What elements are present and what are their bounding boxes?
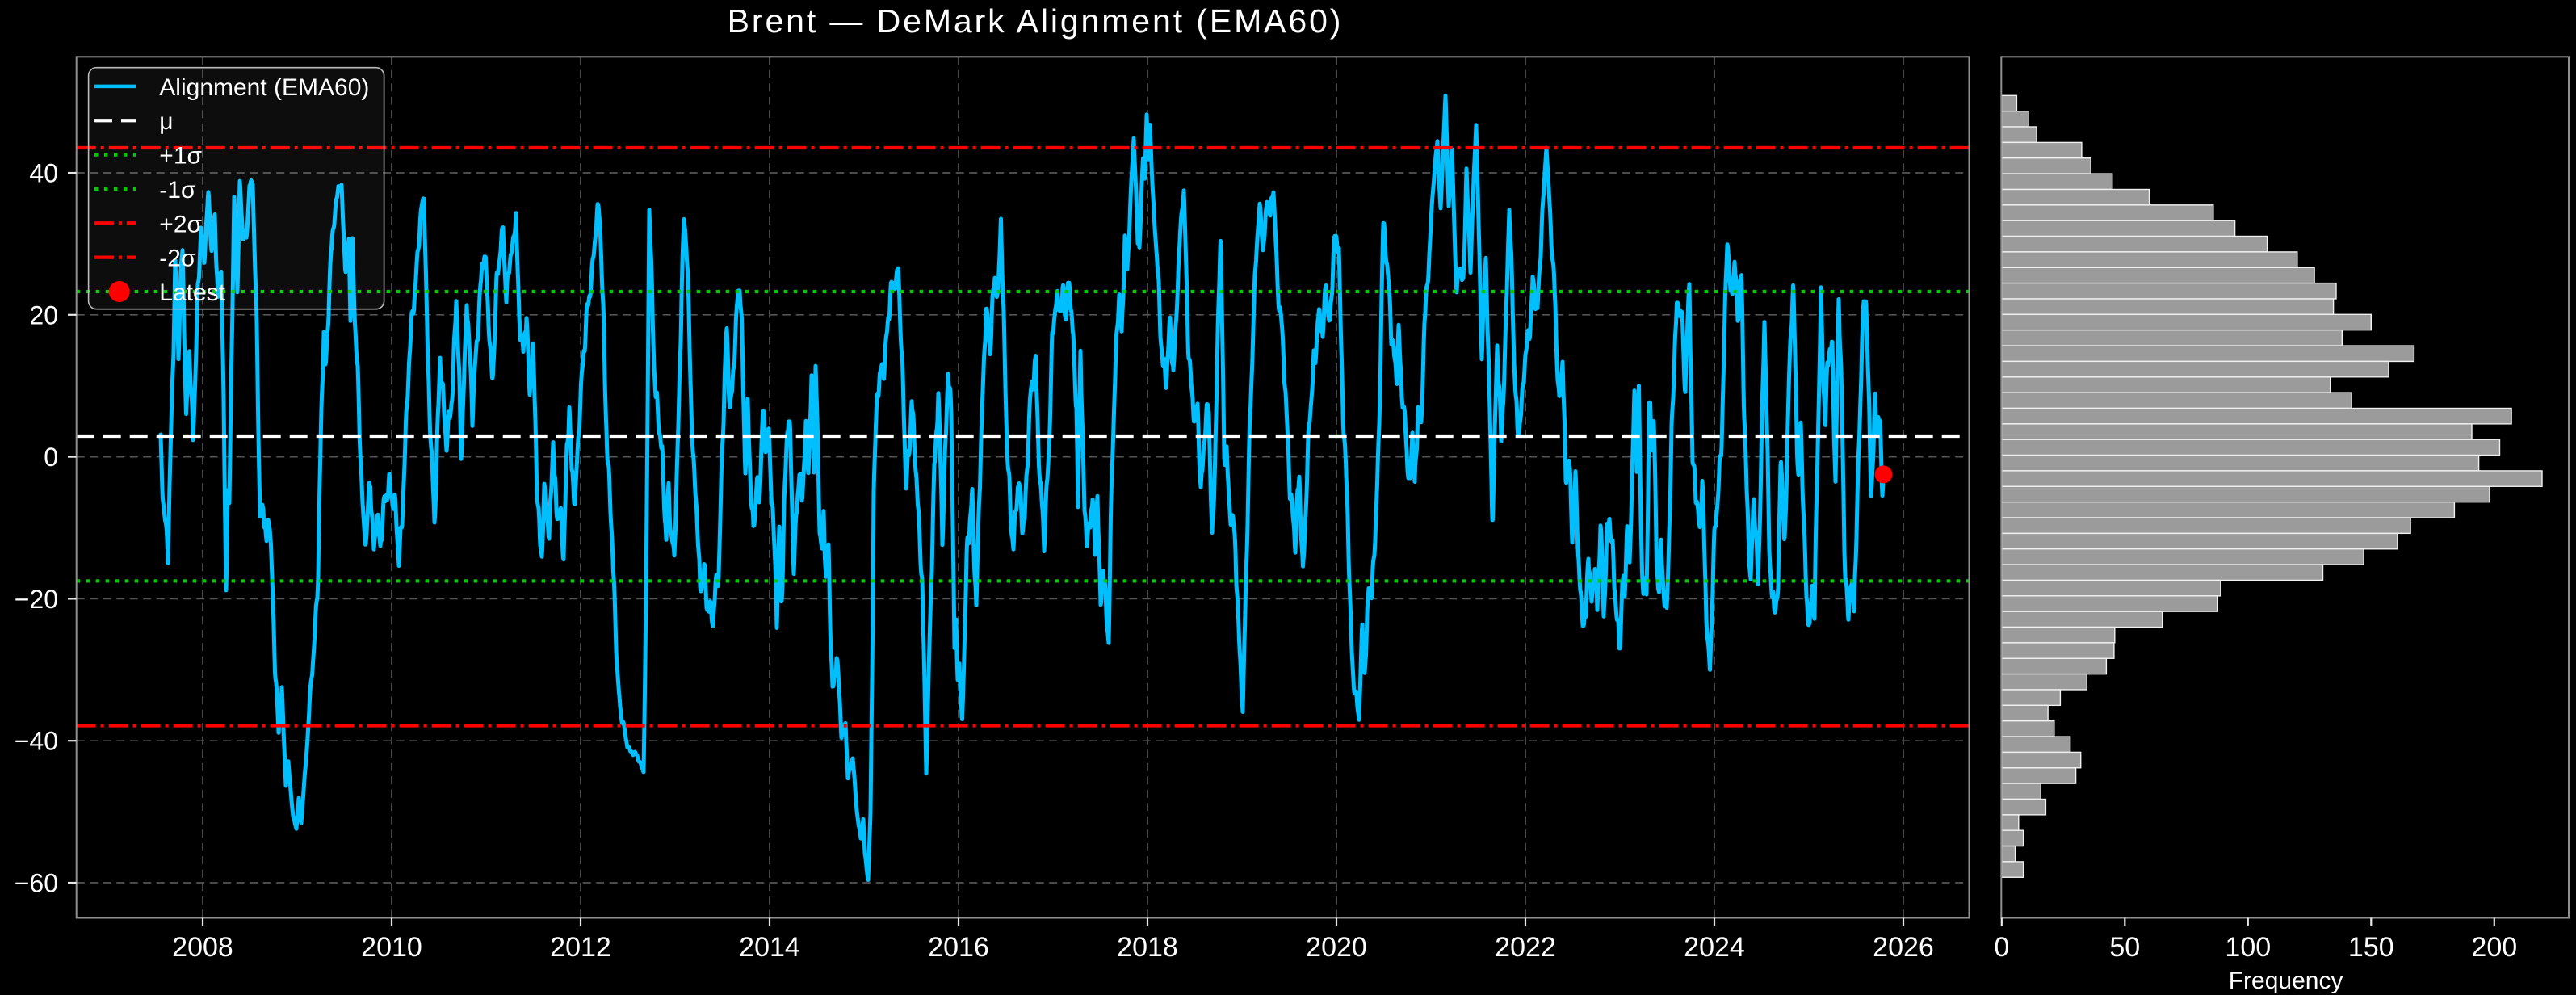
- svg-text:-1σ: -1σ: [159, 177, 196, 204]
- svg-text:Frequency: Frequency: [2229, 968, 2343, 994]
- svg-text:40: 40: [29, 159, 58, 188]
- svg-text:0: 0: [44, 443, 58, 472]
- svg-text:2014: 2014: [739, 932, 800, 963]
- svg-text:+1σ: +1σ: [159, 143, 202, 170]
- svg-text:150: 150: [2348, 932, 2394, 963]
- svg-text:2026: 2026: [1873, 932, 1934, 963]
- svg-text:2022: 2022: [1495, 932, 1556, 963]
- svg-text:0: 0: [1994, 932, 2009, 963]
- svg-text:Latest: Latest: [159, 279, 225, 306]
- svg-text:2012: 2012: [550, 932, 611, 963]
- svg-text:200: 200: [2471, 932, 2517, 963]
- svg-text:50: 50: [2109, 932, 2140, 963]
- svg-text:2018: 2018: [1117, 932, 1178, 963]
- svg-text:20: 20: [29, 300, 58, 330]
- svg-text:2020: 2020: [1306, 932, 1367, 963]
- svg-text:−40: −40: [15, 727, 58, 756]
- svg-text:Alignment (EMA60): Alignment (EMA60): [159, 74, 369, 101]
- svg-text:-2σ: -2σ: [159, 246, 196, 272]
- svg-text:μ: μ: [159, 108, 173, 135]
- svg-text:100: 100: [2225, 932, 2271, 963]
- svg-text:2016: 2016: [928, 932, 989, 963]
- svg-text:−20: −20: [15, 585, 58, 614]
- svg-text:2008: 2008: [172, 932, 233, 963]
- svg-text:2024: 2024: [1684, 932, 1745, 963]
- svg-text:Brent — DeMark Alignment (EMA6: Brent — DeMark Alignment (EMA60): [728, 2, 1344, 40]
- svg-text:2010: 2010: [361, 932, 422, 963]
- svg-text:−60: −60: [15, 869, 58, 898]
- svg-text:+2σ: +2σ: [159, 211, 202, 237]
